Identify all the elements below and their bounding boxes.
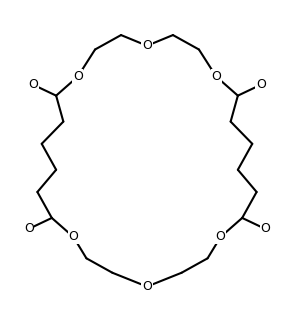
Text: O: O	[211, 70, 221, 83]
Text: O: O	[260, 222, 270, 236]
Text: O: O	[256, 78, 266, 91]
Text: O: O	[216, 231, 225, 243]
Text: O: O	[73, 70, 83, 83]
Text: O: O	[28, 78, 38, 91]
Text: O: O	[142, 39, 152, 52]
Text: O: O	[142, 280, 152, 293]
Text: O: O	[24, 222, 34, 236]
Text: O: O	[69, 231, 78, 243]
